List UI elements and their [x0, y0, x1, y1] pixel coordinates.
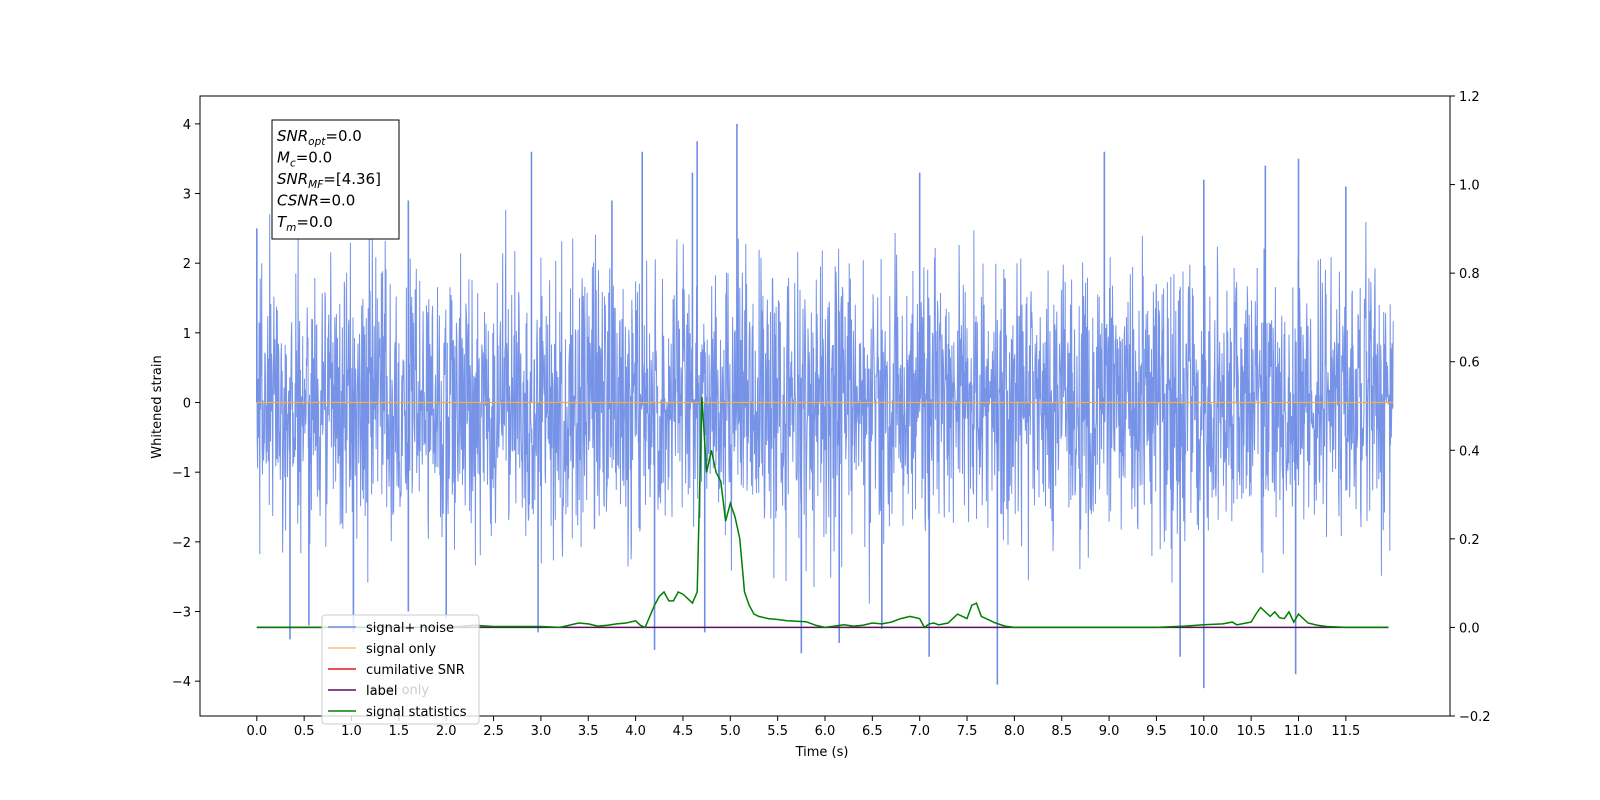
info-param-name: SNR [277, 170, 308, 188]
x-tick-label: 4.0 [625, 724, 646, 739]
y-axis-ticks: 4 3 2 1 0 −1 −2 −3 −4 [172, 118, 200, 690]
y2-tick-label: −0.2 [1459, 710, 1491, 725]
legend-frame [321, 614, 480, 725]
y-tick-label: −3 [172, 606, 191, 621]
y-tick-label: −4 [172, 675, 191, 690]
info-box-row: Tm=0.0 [277, 213, 333, 234]
y-tick-label: 3 [183, 188, 191, 203]
x-tick-label: 5.0 [720, 724, 741, 739]
y-tick-label: 0 [183, 397, 191, 412]
info-box-row: SNRopt=0.0 [277, 127, 362, 148]
info-param-value: =0.0 [296, 149, 332, 167]
x-tick-label: 8.5 [1051, 724, 1072, 739]
x-tick-label: 6.5 [862, 724, 883, 739]
legend-entry-label: cumilative SNR [366, 663, 465, 678]
x-tick-label: 1.0 [341, 724, 362, 739]
y-tick-label: 4 [183, 118, 191, 133]
info-param-value: =[4.36] [323, 170, 381, 188]
x-tick-label: 2.5 [483, 724, 504, 739]
x-tick-label: 0.0 [246, 724, 267, 739]
info-param-value: =0.0 [325, 127, 361, 145]
legend-entry-label: label [366, 684, 397, 699]
info-param-name: SNR [277, 127, 308, 145]
x-tick-label: 0.5 [294, 724, 315, 739]
legend-entry-label: signal+ noise [366, 621, 454, 636]
y2-tick-label: 0.2 [1459, 533, 1480, 548]
x-tick-label: 4.5 [673, 724, 694, 739]
legend: label only signal+ noise signal only cumila… [321, 614, 480, 725]
x-axis-label: Time (s) [795, 745, 849, 760]
info-param-name: T [277, 213, 288, 231]
x-tick-label: 10.5 [1237, 724, 1266, 739]
signal-noise-series [256, 123, 1394, 689]
legend-overlapping-text: label only [366, 683, 429, 698]
info-box-frame [271, 119, 400, 240]
parameter-info-box: SNRopt=0.0Mc=0.0SNRMF=[4.36]CSNR=0.0Tm=0… [271, 119, 400, 240]
x-tick-label: 1.5 [389, 724, 410, 739]
info-param-subscript: opt [308, 136, 326, 148]
y-tick-label: −1 [172, 466, 191, 481]
info-param-subscript: c [290, 158, 296, 170]
x-tick-label: 8.0 [1004, 724, 1025, 739]
info-param-subscript: MF [308, 179, 324, 191]
info-param-name: M [277, 149, 290, 167]
y2-tick-label: 1.0 [1459, 179, 1480, 194]
info-box-row: SNRMF=[4.36] [277, 170, 381, 191]
y2-tick-label: 0.8 [1459, 267, 1480, 282]
x-tick-label: 2.0 [436, 724, 457, 739]
x-tick-label: 11.5 [1331, 724, 1360, 739]
y2-axis-ticks: 1.2 1.0 0.8 0.6 0.4 0.2 0.0 −0.2 [1450, 90, 1491, 725]
info-param-value: =0.0 [319, 192, 355, 210]
x-tick-label: 5.5 [767, 724, 788, 739]
y2-tick-label: 1.2 [1459, 90, 1480, 105]
y-axis-label: Whitened strain [150, 355, 165, 458]
x-tick-label: 10.0 [1189, 724, 1218, 739]
info-param-subscript: m [286, 222, 296, 234]
x-tick-label: 7.5 [957, 724, 978, 739]
x-tick-label: 9.0 [1099, 724, 1120, 739]
y-tick-label: 1 [183, 327, 191, 342]
plot-area [256, 123, 1394, 689]
legend-entry-label: signal statistics [366, 705, 467, 720]
info-box-row: CSNR=0.0 [277, 192, 355, 210]
y2-tick-label: 0.0 [1459, 621, 1480, 636]
legend-entry-label: signal only [366, 642, 436, 657]
signal-statistics-line [256, 397, 1389, 629]
x-tick-label: 7.0 [909, 724, 930, 739]
x-tick-label: 6.0 [815, 724, 836, 739]
x-tick-label: 11.0 [1284, 724, 1313, 739]
info-param-name: CSNR [277, 192, 319, 210]
y2-tick-label: 0.6 [1459, 356, 1480, 371]
y-tick-label: −2 [172, 536, 191, 551]
y2-tick-label: 0.4 [1459, 444, 1480, 459]
info-param-value: =0.0 [296, 213, 332, 231]
x-tick-label: 3.0 [531, 724, 552, 739]
info-box-row: Mc=0.0 [277, 149, 332, 170]
x-axis-ticks: 0.0 0.5 1.0 1.5 2.0 2.5 3.0 3.5 4.0 4.5 5.0 5.5 6.0 6… [246, 716, 1360, 739]
x-tick-label: 9.5 [1146, 724, 1167, 739]
y-tick-label: 2 [183, 257, 191, 272]
x-tick-label: 3.5 [578, 724, 599, 739]
